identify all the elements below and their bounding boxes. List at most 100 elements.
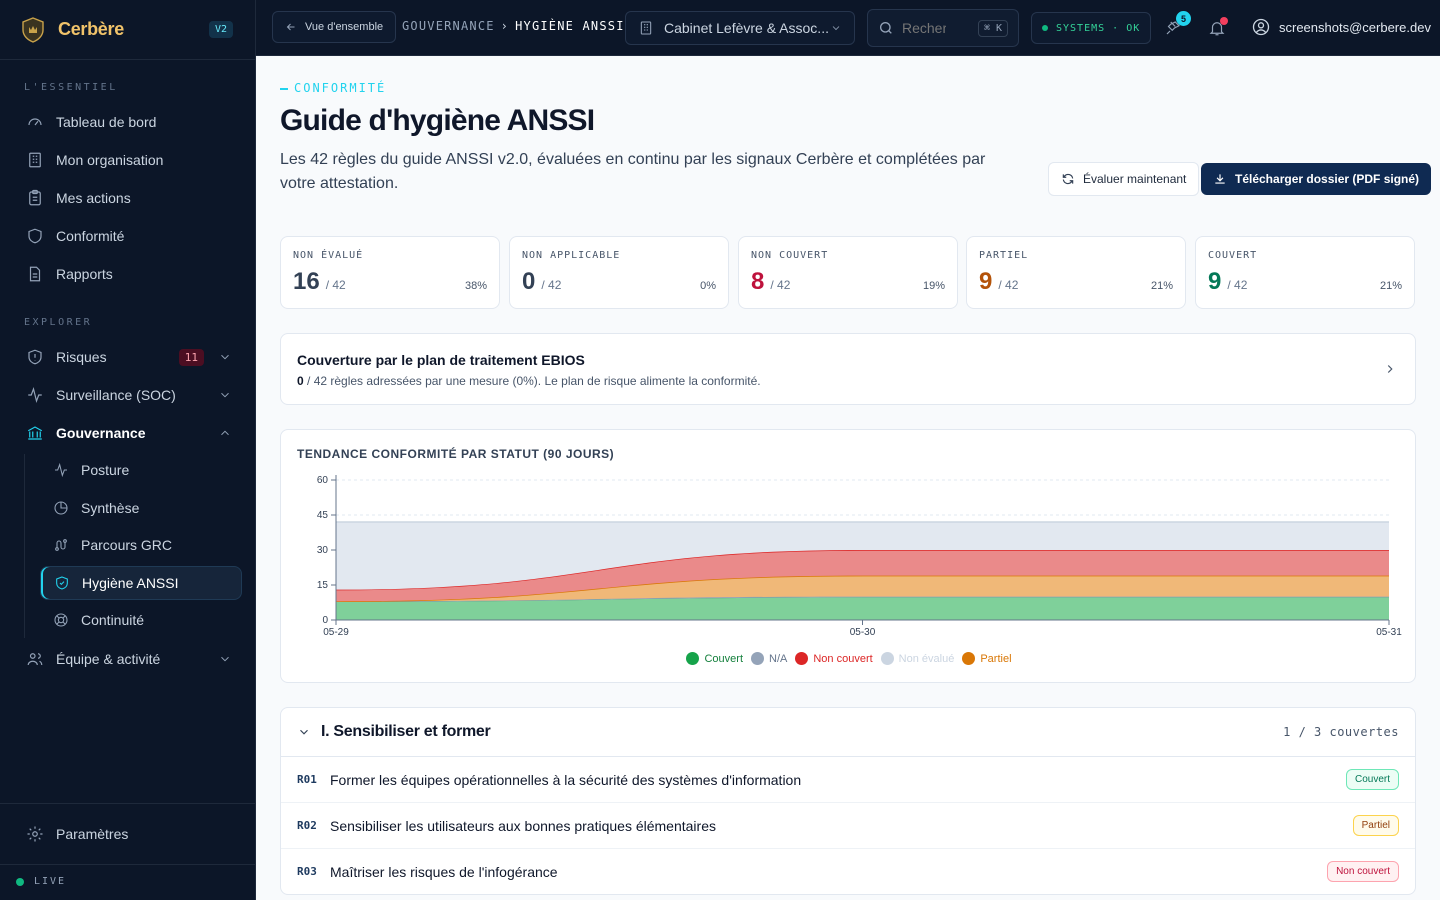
chart-title: TENDANCE CONFORMITÉ PAR STATUT (90 JOURS… bbox=[297, 447, 615, 461]
subnav-label: Posture bbox=[81, 462, 130, 478]
rule-status-badge: Couvert bbox=[1345, 769, 1399, 790]
building-icon bbox=[29, 152, 41, 168]
building-icon bbox=[640, 21, 652, 35]
stat-card-partiel[interactable]: PARTIEL 9 / 42 21% bbox=[966, 236, 1186, 309]
rule-row[interactable]: R03 Maîtriser les risques de l'infogéran… bbox=[281, 849, 1415, 894]
stat-value-wrap: 9 / 42 bbox=[1208, 268, 1247, 296]
legend-label: Partiel bbox=[980, 652, 1012, 665]
user-menu[interactable]: screenshots@cerbere.dev bbox=[1251, 17, 1431, 37]
rules-section-count: 1 / 3 couvertes bbox=[1283, 725, 1399, 739]
search-box[interactable]: ⌘ K bbox=[867, 9, 1019, 47]
nav-conformite[interactable]: Conformité bbox=[14, 219, 242, 253]
subnav-hygiene-anssi[interactable]: Hygiène ANSSI bbox=[40, 566, 242, 600]
legend-label: N/A bbox=[769, 652, 788, 665]
breadcrumb-current: HYGIÈNE ANSSI bbox=[515, 19, 625, 33]
stat-total: / 42 bbox=[325, 278, 346, 292]
legend-swatch bbox=[880, 652, 894, 665]
legend-swatch bbox=[795, 652, 809, 665]
chevron-down-icon[interactable] bbox=[218, 350, 232, 364]
rules-section-header[interactable]: I. Sensibiliser et former 1 / 3 couverte… bbox=[281, 708, 1415, 757]
search-input[interactable] bbox=[902, 20, 946, 36]
ebios-desc-text: / 42 règles adressées par une mesure (0%… bbox=[303, 374, 761, 388]
nav-gouvernance[interactable]: Gouvernance bbox=[14, 416, 242, 450]
subnav-continuite[interactable]: Continuité bbox=[40, 603, 242, 637]
lifebuoy-icon bbox=[54, 613, 68, 627]
chevron-down-icon[interactable] bbox=[218, 388, 232, 402]
nav-parametres[interactable]: Paramètres bbox=[14, 817, 242, 851]
legend-item[interactable]: Partiel bbox=[962, 652, 1012, 665]
chevron-down-icon bbox=[832, 26, 840, 31]
nav-risques[interactable]: Risques 11 bbox=[14, 340, 242, 374]
activity-icon bbox=[28, 386, 42, 404]
legend-item[interactable]: Non évalué bbox=[880, 652, 954, 665]
legend-swatch bbox=[751, 652, 765, 665]
notification-dot bbox=[1220, 17, 1228, 25]
section-label-essentiel: L'ESSENTIEL bbox=[24, 82, 118, 93]
stat-card-non-evalue[interactable]: NON ÉVALUÉ 16 / 42 38% bbox=[280, 236, 500, 309]
legend-item[interactable]: Non couvert bbox=[795, 652, 873, 665]
stat-total: / 42 bbox=[998, 278, 1019, 292]
breadcrumb-item[interactable]: GOUVERNANCE bbox=[402, 19, 495, 33]
user-email: screenshots@cerbere.dev bbox=[1279, 19, 1431, 35]
ebios-title: Couverture par le plan de traitement EBI… bbox=[297, 352, 585, 368]
download-dossier-button[interactable]: Télécharger dossier (PDF signé) bbox=[1201, 163, 1432, 195]
download-label: Télécharger dossier (PDF signé) bbox=[1235, 172, 1420, 186]
chevron-up-icon[interactable] bbox=[218, 426, 232, 440]
rule-row[interactable]: R02 Sensibiliser les utilisateurs aux bo… bbox=[281, 803, 1415, 849]
legend-item[interactable]: Couvert bbox=[686, 652, 743, 665]
activity-icon bbox=[55, 462, 67, 478]
subnav-label: Hygiène ANSSI bbox=[82, 575, 179, 591]
shield-icon bbox=[28, 228, 42, 244]
search-shortcut: ⌘ K bbox=[977, 19, 1008, 37]
nav-tableau-de-bord[interactable]: Tableau de bord bbox=[14, 105, 242, 139]
stat-percent: 0% bbox=[700, 280, 716, 292]
sidebar-divider bbox=[0, 864, 256, 865]
ebios-coverage-card[interactable]: Couverture par le plan de traitement EBI… bbox=[280, 333, 1416, 405]
nav-mon-organisation[interactable]: Mon organisation bbox=[14, 143, 242, 177]
subnav-parcours-grc[interactable]: Parcours GRC bbox=[40, 528, 242, 562]
area-non-evalue bbox=[336, 522, 1389, 590]
back-button[interactable]: Vue d'ensemble bbox=[272, 11, 397, 43]
brand[interactable]: Cerbère V2 bbox=[0, 0, 255, 60]
y-tick-label: 15 bbox=[317, 580, 329, 591]
chevron-down-icon[interactable] bbox=[297, 725, 311, 739]
nav-label: Gouvernance bbox=[56, 425, 146, 441]
organization-name: Cabinet Lefèvre & Assoc... bbox=[664, 20, 829, 36]
stat-card-couvert[interactable]: COUVERT 9 / 42 21% bbox=[1195, 236, 1415, 309]
main-content: CONFORMITÉ Guide d'hygiène ANSSI Les 42 … bbox=[256, 56, 1440, 900]
legend-item[interactable]: N/A bbox=[751, 652, 787, 665]
subnav-label: Parcours GRC bbox=[81, 537, 173, 553]
system-status[interactable]: SYSTEMS · OK bbox=[1031, 12, 1152, 44]
shield-check-icon bbox=[56, 576, 68, 590]
nav-equipe-activite[interactable]: Équipe & activité bbox=[14, 642, 242, 676]
stat-card-non-couvert[interactable]: NON COUVERT 8 / 42 19% bbox=[738, 236, 958, 309]
x-tick-label: 05-29 bbox=[323, 627, 349, 638]
notifications-button[interactable] bbox=[1208, 17, 1228, 37]
nav-label: Mon organisation bbox=[56, 152, 164, 168]
organization-select[interactable]: Cabinet Lefèvre & Assoc... bbox=[625, 11, 855, 45]
nav-label: Tableau de bord bbox=[56, 114, 157, 130]
stat-label: NON COUVERT bbox=[751, 250, 829, 261]
stat-percent: 38% bbox=[464, 280, 487, 292]
rules-section-title: I. Sensibiliser et former bbox=[321, 723, 491, 740]
rule-row[interactable]: R01 Former les équipes opérationnelles à… bbox=[281, 757, 1415, 803]
document-icon bbox=[29, 266, 41, 282]
evaluate-label: Évaluer maintenant bbox=[1083, 172, 1187, 186]
subnav-synthese[interactable]: Synthèse bbox=[40, 491, 242, 525]
status-label: SYSTEMS · OK bbox=[1056, 22, 1141, 34]
trend-chart: 0 15 30 45 60 05-29 05-30 05-31 bbox=[317, 475, 1402, 638]
y-tick-label: 30 bbox=[317, 545, 329, 556]
stat-card-non-applicable[interactable]: NON APPLICABLE 0 / 42 0% bbox=[509, 236, 729, 309]
stat-label: NON APPLICABLE bbox=[522, 250, 621, 261]
stat-value-wrap: 16 / 42 bbox=[293, 268, 346, 296]
nav-mes-actions[interactable]: Mes actions bbox=[14, 181, 242, 215]
pins-button[interactable]: 5 bbox=[1164, 11, 1191, 37]
evaluate-now-button[interactable]: Évaluer maintenant bbox=[1048, 162, 1200, 196]
rules-section: I. Sensibiliser et former 1 / 3 couverte… bbox=[280, 707, 1416, 895]
app-name: Cerbère bbox=[58, 19, 124, 39]
sidebar: Cerbère V2 L'ESSENTIEL Tableau de bord M… bbox=[0, 0, 256, 900]
subnav-posture[interactable]: Posture bbox=[40, 453, 242, 487]
nav-rapports[interactable]: Rapports bbox=[14, 257, 242, 291]
chevron-down-icon[interactable] bbox=[218, 652, 232, 666]
nav-surveillance[interactable]: Surveillance (SOC) bbox=[14, 378, 242, 412]
